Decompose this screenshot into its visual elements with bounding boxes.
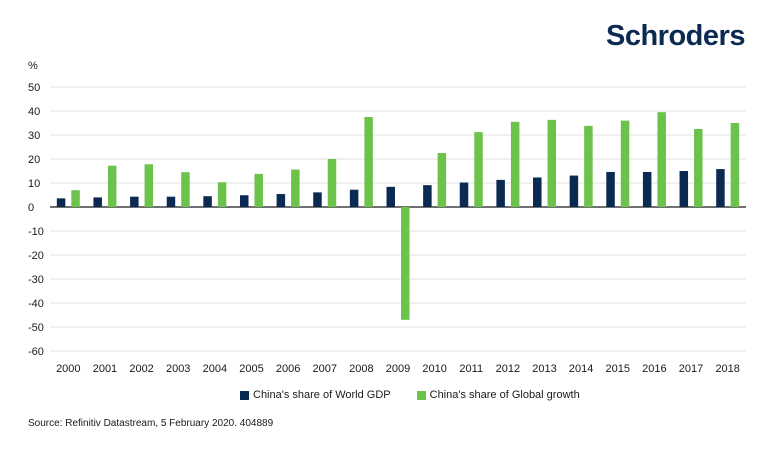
- bar-gdp-2001: [93, 197, 102, 207]
- bar-growth-2005: [254, 173, 263, 207]
- gridlines: [50, 86, 746, 352]
- bar-growth-2011: [474, 132, 483, 207]
- x-tick-label: 2017: [679, 363, 703, 375]
- bar-gdp-2014: [569, 175, 579, 207]
- y-tick-label: 0: [28, 202, 34, 214]
- x-tick-label: 2003: [166, 363, 190, 375]
- legend-swatch-growth: [416, 390, 426, 400]
- bar-gdp-2015: [606, 171, 615, 207]
- bar-gdp-2012: [496, 179, 505, 207]
- bar-growth-2000: [71, 190, 80, 207]
- bar-gdp-2010: [423, 185, 432, 207]
- y-tick-label: -60: [28, 346, 44, 358]
- bar-growth-2007: [327, 159, 337, 207]
- legend-label-gdp: China's share of World GDP: [253, 389, 391, 401]
- bar-gdp-2000: [56, 198, 66, 207]
- bar-growth-2001: [107, 165, 117, 207]
- bar-gdp-2002: [130, 196, 139, 207]
- y-tick-label: 40: [28, 106, 40, 118]
- x-tick-label: 2009: [386, 363, 410, 375]
- x-tick-label: 2006: [276, 363, 300, 375]
- bar-gdp-2005: [239, 195, 249, 207]
- bar-gdp-2016: [642, 171, 652, 207]
- y-tick-label: -50: [28, 322, 44, 334]
- y-tick-label: 20: [28, 154, 40, 166]
- y-axis-unit-label: %: [28, 60, 38, 72]
- bar-gdp-2011: [459, 182, 469, 207]
- bar-gdp-2008: [349, 189, 359, 207]
- bar-gdp-2013: [533, 177, 542, 207]
- x-tick-label: 2004: [203, 363, 227, 375]
- y-tick-label: 10: [28, 178, 40, 190]
- legend-swatch-gdp: [240, 390, 249, 400]
- x-tick-label: 2010: [422, 363, 446, 375]
- x-axis-ticks: 2000 2001 2002 2003 2004 2005 2006 2007 2008 2009…: [56, 363, 740, 375]
- bar-growth-2003: [181, 172, 190, 207]
- legend-item-gdp: China's share of World GDP: [240, 389, 391, 401]
- y-tick-label: -20: [28, 250, 44, 262]
- x-tick-label: 2015: [606, 363, 630, 375]
- x-tick-label: 2007: [312, 363, 336, 375]
- x-tick-label: 2016: [642, 363, 666, 375]
- bar-growth-2017: [694, 129, 703, 207]
- schroders-logo: Schroders: [606, 20, 745, 52]
- bar-gdp-2007: [313, 192, 322, 207]
- bar-gdp-2009: [386, 186, 395, 207]
- bar-growth-2013: [547, 119, 557, 207]
- x-tick-label: 2000: [56, 363, 80, 375]
- x-tick-label: 2012: [496, 363, 520, 375]
- bar-growth-2006: [291, 169, 300, 207]
- x-tick-label: 2008: [349, 363, 373, 375]
- bar-gdp-2004: [203, 196, 212, 207]
- source-note: Source: Refinitiv Datastream, 5 February…: [28, 418, 274, 429]
- bars: [56, 112, 740, 320]
- bar-growth-2012: [510, 121, 520, 207]
- bar-gdp-2018: [716, 169, 725, 207]
- legend-item-growth: China's share of Global growth: [416, 389, 580, 401]
- x-tick-label: 2018: [715, 363, 739, 375]
- legend-label-growth: China's share of Global growth: [429, 389, 580, 401]
- bar-gdp-2017: [679, 171, 689, 207]
- x-tick-label: 2001: [93, 363, 117, 375]
- x-tick-label: 2014: [569, 363, 593, 375]
- bar-gdp-2006: [276, 194, 286, 207]
- bar-growth-2018: [730, 123, 740, 207]
- bar-growth-2009: [401, 207, 410, 320]
- bar-growth-2004: [217, 182, 227, 207]
- bar-growth-2015: [620, 120, 630, 207]
- bar-growth-2016: [657, 112, 666, 207]
- y-tick-label: -30: [28, 274, 44, 286]
- y-tick-label: 50: [28, 82, 40, 94]
- x-tick-label: 2005: [239, 363, 263, 375]
- bar-gdp-2003: [166, 196, 176, 207]
- y-tick-label: -10: [28, 226, 44, 238]
- bar-growth-2008: [364, 117, 373, 207]
- bar-growth-2014: [584, 125, 593, 207]
- y-axis-ticks: 50 40 30 20 10 0 -10 -20 -30 -40 -50 -60: [28, 82, 44, 358]
- x-tick-label: 2011: [459, 363, 483, 375]
- legend: China's share of World GDP China's share…: [240, 389, 580, 401]
- bar-growth-2010: [437, 153, 447, 207]
- y-tick-label: 30: [28, 130, 40, 142]
- x-tick-label: 2002: [129, 363, 153, 375]
- y-tick-label: -40: [28, 298, 44, 310]
- x-tick-label: 2013: [532, 363, 556, 375]
- bar-growth-2002: [144, 164, 154, 207]
